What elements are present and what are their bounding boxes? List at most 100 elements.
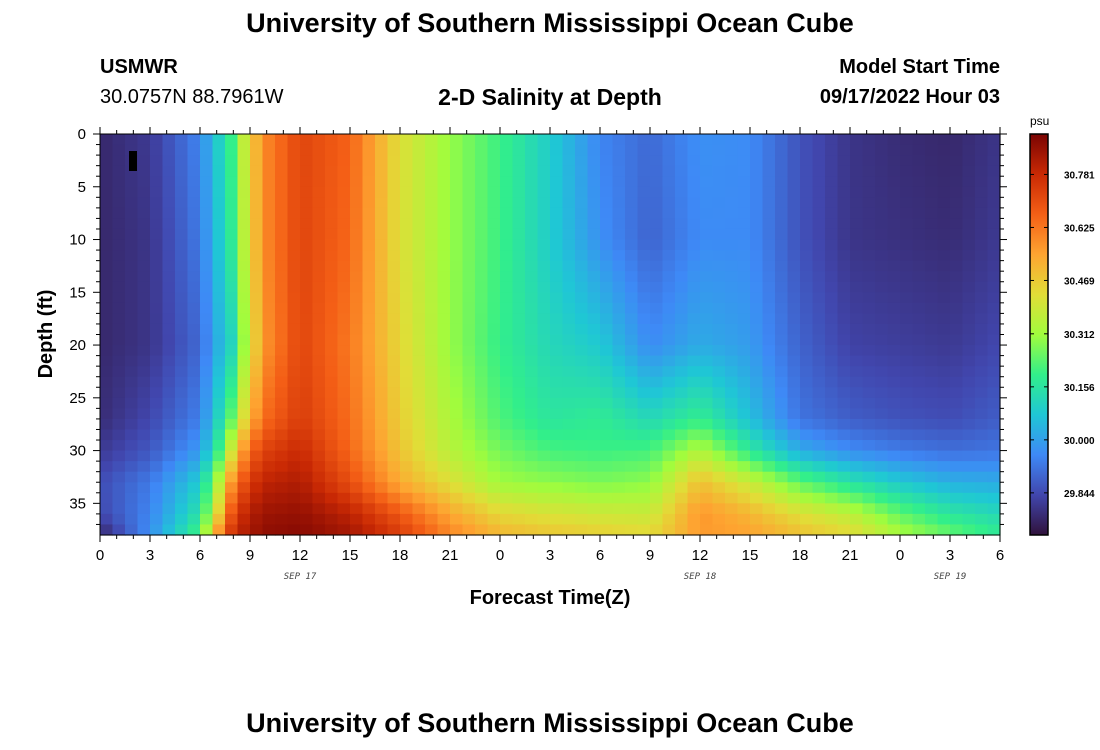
heatmap-cell <box>862 471 876 483</box>
heatmap-cell <box>337 281 351 293</box>
heatmap-cell <box>225 313 239 325</box>
heatmap-cell <box>925 461 939 473</box>
heatmap-cell <box>962 281 976 293</box>
heatmap-cell <box>312 355 326 367</box>
heatmap-cell <box>612 461 626 473</box>
heatmap-cell <box>337 408 351 420</box>
heatmap-cell <box>237 260 251 272</box>
heatmap-cell <box>400 408 414 420</box>
heatmap-cell <box>712 260 726 272</box>
heatmap-cell <box>437 228 451 241</box>
heatmap-cell <box>187 313 201 325</box>
heatmap-cell <box>887 513 901 526</box>
heatmap-cell <box>450 471 464 483</box>
heatmap-cell <box>187 197 201 209</box>
heatmap-cell <box>487 239 501 251</box>
heatmap-cell <box>200 418 214 431</box>
heatmap-cell <box>487 323 501 336</box>
heatmap-cell <box>912 461 926 473</box>
heatmap-cell <box>637 207 651 220</box>
heatmap-cell <box>975 345 989 357</box>
heatmap-cell <box>762 250 776 262</box>
heatmap-cell <box>325 218 339 230</box>
heatmap-cell <box>337 323 351 336</box>
heatmap-cell <box>337 302 351 314</box>
heatmap-cell <box>825 176 839 188</box>
heatmap-cell <box>200 482 214 494</box>
heatmap-cell <box>687 450 701 462</box>
heatmap-cell <box>862 503 876 515</box>
heatmap-cell <box>375 313 389 325</box>
heatmap-cell <box>525 218 539 230</box>
heatmap-cell <box>912 239 926 251</box>
heatmap-cell <box>850 250 864 262</box>
heatmap-cell <box>200 250 214 262</box>
heatmap-cell <box>562 144 576 156</box>
heatmap-cell <box>212 376 226 388</box>
heatmap-cell <box>825 165 839 177</box>
heatmap-cell <box>575 513 589 526</box>
heatmap-cell <box>350 176 364 188</box>
heatmap-cell <box>887 155 901 167</box>
heatmap-cell <box>500 492 514 504</box>
heatmap-cell <box>975 366 989 378</box>
heatmap-cell <box>237 155 251 167</box>
heatmap-cell <box>475 482 489 494</box>
heatmap-cell <box>187 408 201 420</box>
heatmap-cell <box>112 197 126 209</box>
heatmap-cell <box>625 218 639 230</box>
heatmap-cell <box>900 408 914 420</box>
heatmap-cell <box>637 366 651 378</box>
heatmap-cell <box>975 387 989 399</box>
plot-title: 2-D Salinity at Depth <box>438 84 662 110</box>
heatmap-cell <box>812 155 826 167</box>
heatmap-cell <box>987 366 1001 378</box>
heatmap-cell <box>700 397 714 409</box>
heatmap-cell <box>512 418 526 431</box>
heatmap-cell <box>612 440 626 452</box>
heatmap-cell <box>600 334 614 346</box>
heatmap-cell <box>487 397 501 409</box>
heatmap-cell <box>175 271 189 283</box>
heatmap-cell <box>950 260 964 272</box>
heatmap-cell <box>950 197 964 209</box>
heatmap-cell <box>512 323 526 336</box>
heatmap-cell <box>937 366 951 378</box>
heatmap-cell <box>562 492 576 504</box>
heatmap-cell <box>287 334 301 346</box>
heatmap-cell <box>450 408 464 420</box>
heatmap-cell <box>762 471 776 483</box>
heatmap-cell <box>962 186 976 198</box>
heatmap-cell <box>662 292 676 304</box>
heatmap-cell <box>962 440 976 452</box>
heatmap-cell <box>537 218 551 230</box>
heatmap-cell <box>800 176 814 188</box>
heatmap-cell <box>675 165 689 177</box>
heatmap-cell <box>575 345 589 357</box>
heatmap-cell <box>500 471 514 483</box>
heatmap-cell <box>737 134 751 146</box>
heatmap-cell <box>487 186 501 198</box>
heatmap-cell <box>112 134 126 146</box>
heatmap-cell <box>762 503 776 515</box>
heatmap-cell <box>750 397 764 409</box>
heatmap-cell <box>712 450 726 462</box>
x-tick-label: 3 <box>946 547 954 564</box>
heatmap-cell <box>950 281 964 293</box>
heatmap-cell <box>425 376 439 388</box>
heatmap-cell <box>200 218 214 230</box>
heatmap-cell <box>312 218 326 230</box>
heatmap-cell <box>187 302 201 314</box>
heatmap-cell <box>750 218 764 230</box>
heatmap-cell <box>312 482 326 494</box>
heatmap-cell <box>962 313 976 325</box>
heatmap-cell <box>150 408 164 420</box>
heatmap-cell <box>100 228 114 241</box>
heatmap-cell <box>275 440 289 452</box>
heatmap-cell <box>100 176 114 188</box>
heatmap-cell <box>200 376 214 388</box>
heatmap-cell <box>837 260 851 272</box>
heatmap-cell <box>887 176 901 188</box>
heatmap-cell <box>675 134 689 146</box>
heatmap-cell <box>887 313 901 325</box>
